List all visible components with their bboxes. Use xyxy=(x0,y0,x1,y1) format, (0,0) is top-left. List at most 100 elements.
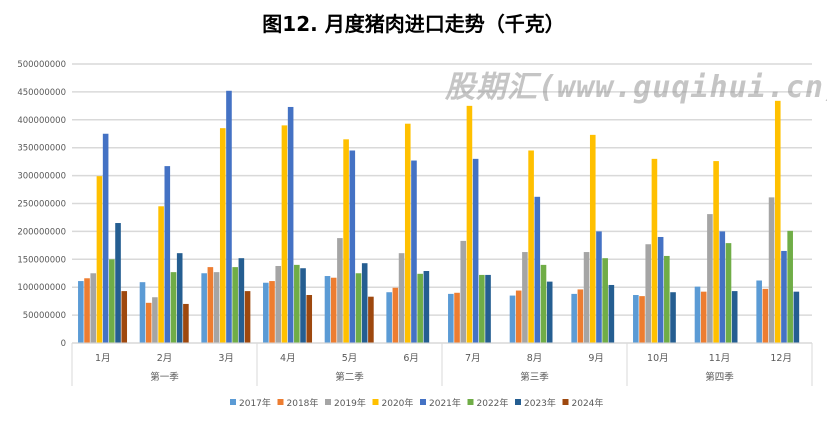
x-tick-label: 10月 xyxy=(647,353,669,364)
bar-2019年-4月 xyxy=(275,265,282,343)
bar-2017年-7月 xyxy=(448,293,454,343)
bar-2018年-5月 xyxy=(330,277,337,343)
bar-2018年-7月 xyxy=(454,292,460,343)
bar-2020年-4月 xyxy=(281,125,288,343)
bar-2019年-10月 xyxy=(645,244,652,343)
y-tick-label: 200000000 xyxy=(17,227,66,237)
bar-2021年-7月 xyxy=(472,158,479,343)
y-tick-label: 350000000 xyxy=(17,144,66,154)
bar-2022年-2月 xyxy=(170,272,177,343)
bar-2018年-10月 xyxy=(639,296,645,343)
bar-2022年-1月 xyxy=(109,259,115,343)
bar-2021年-4月 xyxy=(287,106,294,343)
x-tick-label: 4月 xyxy=(280,353,296,364)
y-tick-label: 500000000 xyxy=(17,60,66,70)
bar-2021年-1月 xyxy=(102,133,109,343)
bar-2018年-8月 xyxy=(515,290,522,343)
bar-2017年-8月 xyxy=(509,295,516,343)
bar-2019年-11月 xyxy=(707,214,713,343)
y-tick-label: 50000000 xyxy=(23,311,66,321)
bar-2022年-5月 xyxy=(355,273,362,343)
bar-2017年-10月 xyxy=(633,295,639,343)
y-tick-label: 0 xyxy=(61,339,66,349)
bar-2017年-6月 xyxy=(386,292,392,343)
x-tick-label: 12月 xyxy=(770,353,792,364)
bar-2023年-11月 xyxy=(731,291,738,343)
bar-2024年-5月 xyxy=(368,296,374,343)
bar-2023年-4月 xyxy=(300,268,306,343)
bar-2020年-7月 xyxy=(466,105,473,343)
bar-2018年-9月 xyxy=(577,289,584,343)
bar-2020年-10月 xyxy=(651,158,658,343)
bar-2021年-3月 xyxy=(226,90,232,343)
bar-2022年-3月 xyxy=(232,267,238,343)
y-tick-label: 300000000 xyxy=(17,172,66,182)
bar-2019年-7月 xyxy=(460,240,467,343)
y-tick-label: 450000000 xyxy=(17,88,66,98)
bar-2017年-12月 xyxy=(756,280,762,343)
bar-2019年-6月 xyxy=(398,253,405,343)
bar-2023年-5月 xyxy=(361,263,368,343)
bar-2021年-6月 xyxy=(411,160,417,343)
legend-swatch xyxy=(325,399,331,405)
bar-2022年-7月 xyxy=(479,274,485,343)
y-tick-label: 150000000 xyxy=(17,255,66,265)
bar-2022年-9月 xyxy=(602,258,608,343)
bar-2019年-1月 xyxy=(90,273,97,343)
bar-2023年-2月 xyxy=(176,253,183,343)
bar-2024年-4月 xyxy=(306,295,313,343)
bar-2017年-9月 xyxy=(571,293,577,343)
bar-2020年-1月 xyxy=(96,176,103,343)
bar-2018年-11月 xyxy=(700,291,707,343)
bar-2019年-9月 xyxy=(583,252,590,343)
bar-2022年-11月 xyxy=(725,243,732,343)
bar-2019年-5月 xyxy=(337,238,343,343)
legend-swatch xyxy=(515,399,521,405)
bar-2018年-4月 xyxy=(269,281,275,343)
bar-2018年-6月 xyxy=(392,287,399,343)
legend-swatch xyxy=(420,399,426,405)
bar-2022年-10月 xyxy=(664,255,670,343)
bar-2022年-6月 xyxy=(417,273,423,343)
x-tick-label: 8月 xyxy=(527,353,543,364)
bar-2017年-5月 xyxy=(324,276,331,343)
bar-2023年-3月 xyxy=(238,258,245,343)
x-tick-label: 5月 xyxy=(342,353,358,364)
bar-2020年-2月 xyxy=(158,206,164,343)
x-tick-label: 3月 xyxy=(218,353,234,364)
legend-swatch xyxy=(277,399,284,405)
legend-label: 2023年 xyxy=(524,397,556,409)
y-tick-label: 400000000 xyxy=(17,116,66,126)
bar-2017年-4月 xyxy=(263,282,269,343)
bar-2019年-12月 xyxy=(768,197,775,343)
x-tick-label: 11月 xyxy=(709,353,731,364)
x-tick-label: 2月 xyxy=(157,353,173,364)
bar-2021年-9月 xyxy=(596,231,602,343)
legend-label: 2021年 xyxy=(429,397,461,409)
legend-swatch xyxy=(372,399,379,405)
bar-2019年-2月 xyxy=(152,297,158,343)
bar-2018年-2月 xyxy=(145,302,152,343)
bar-2021年-2月 xyxy=(164,166,171,343)
bar-2022年-12月 xyxy=(787,230,793,343)
bar-2020年-11月 xyxy=(713,161,719,343)
legend-label: 2020年 xyxy=(382,397,414,409)
x-tick-label: 6月 xyxy=(403,353,419,364)
bar-2023年-7月 xyxy=(485,274,491,343)
x-tick-label: 7月 xyxy=(465,353,481,364)
group-label: 第二季 xyxy=(335,371,364,383)
bar-2018年-1月 xyxy=(84,278,90,343)
bar-2017年-3月 xyxy=(201,273,207,343)
group-label: 第三季 xyxy=(520,371,549,383)
bar-2021年-11月 xyxy=(719,231,726,343)
chart-title: 图12. 月度猪肉进口走势（千克） xyxy=(262,12,565,36)
y-tick-label: 100000000 xyxy=(17,283,66,293)
bar-2021年-12月 xyxy=(781,250,787,343)
bar-2021年-8月 xyxy=(534,196,541,343)
bar-2020年-8月 xyxy=(528,150,534,343)
bar-2017年-11月 xyxy=(694,286,701,343)
x-tick-label: 9月 xyxy=(588,353,604,364)
bar-2020年-3月 xyxy=(219,128,226,343)
